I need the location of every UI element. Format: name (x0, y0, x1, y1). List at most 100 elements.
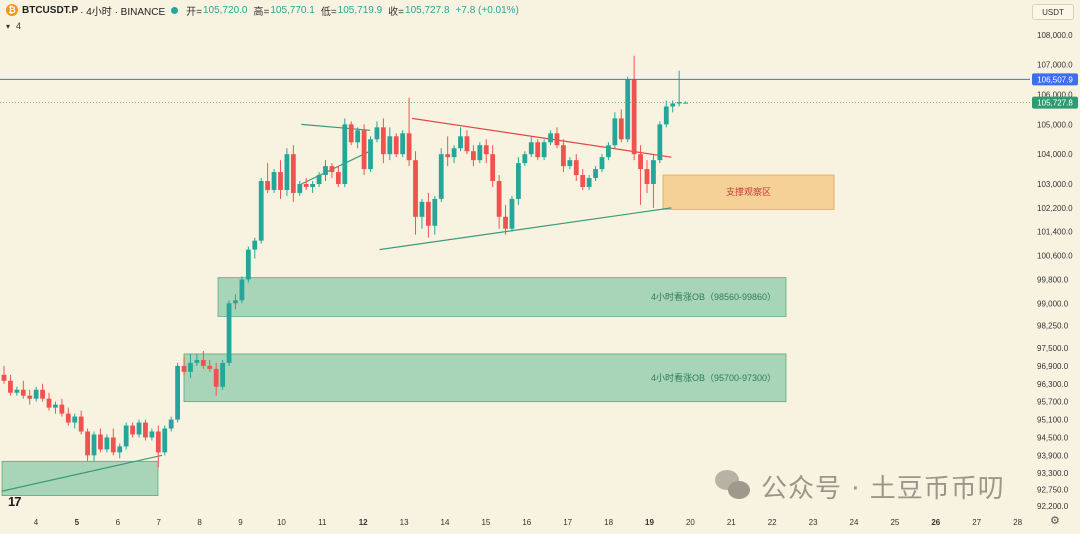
candle-up (548, 133, 553, 143)
candle-down (335, 172, 341, 184)
candle-up (220, 362, 226, 387)
candle-up (477, 145, 483, 161)
chevron-down-icon[interactable]: ▾ (6, 21, 11, 31)
date-tick-label: 12 (359, 518, 368, 527)
price-tick-label: 105,000.0 (1037, 120, 1073, 129)
candle-down (265, 181, 271, 190)
price-tick-label: 94,500.0 (1037, 433, 1069, 442)
open-label: 开= (186, 6, 202, 18)
candle-up (297, 184, 303, 193)
resistance-price-label: 106,507.9 (1037, 75, 1073, 84)
candle-down (110, 437, 116, 453)
date-tick-label: 24 (850, 518, 859, 527)
price-tick-label: 93,300.0 (1037, 469, 1069, 478)
candle-up (72, 416, 78, 423)
date-tick-label: 10 (277, 518, 286, 527)
indicators-toggle[interactable]: ▾ 4 (6, 20, 21, 32)
symbol-header: ₿ BTCUSDT.P · 4小时 · BINANCE 开= 105,720.0… (0, 0, 525, 20)
candle-down (361, 130, 367, 170)
time-axis[interactable]: 4 5 6 7 8 9 10 11 12 13 14 15 16 17 18 19 20 21 22 23 24 25 26… (34, 518, 1023, 527)
date-tick-label: 13 (400, 518, 409, 527)
date-tick-label: 7 (156, 518, 161, 527)
low-label: 低= (320, 6, 337, 18)
candle-up (91, 434, 97, 456)
candle-down (503, 216, 508, 229)
candle-down (425, 201, 431, 226)
candle-up (14, 389, 20, 393)
symbol-name[interactable]: BTCUSDT.P (22, 4, 79, 16)
candle-up (651, 160, 656, 184)
price-tick-label: 98,250.0 (1037, 322, 1069, 331)
candle-down (130, 425, 135, 435)
open-value: 105,720.0 (202, 4, 248, 16)
ob-zone-label: 4小时看涨OB（98560-99860） (651, 291, 776, 302)
candle-up (123, 425, 129, 447)
candles-layer (1, 55, 688, 468)
date-tick-label: 23 (809, 518, 818, 527)
trendline (379, 207, 672, 251)
price-tick-label: 101,400.0 (1037, 228, 1073, 237)
date-tick-label: 27 (972, 518, 981, 527)
candle-up (612, 118, 618, 146)
candle-up (175, 365, 181, 420)
candle-up (670, 103, 676, 107)
date-tick-label: 22 (768, 518, 777, 527)
candle-down (644, 169, 650, 184)
tradingview-logo-icon[interactable]: 17 (8, 494, 22, 509)
candle-up (284, 154, 290, 190)
candle-up (432, 198, 438, 226)
indicator-count: 4 (16, 21, 22, 31)
last-price-badge (1032, 96, 1078, 109)
close-label: 收= (388, 6, 405, 18)
resistance-price-badge (1032, 73, 1078, 86)
price-tick-label: 93,900.0 (1037, 451, 1069, 460)
candle-down (303, 184, 309, 187)
bullish-ob-zone (1, 460, 159, 496)
settings-gear-icon[interactable]: ⚙ (1050, 515, 1060, 527)
date-tick-label: 18 (604, 518, 613, 527)
candle-up (316, 175, 322, 184)
candle-down (445, 154, 451, 158)
candle-down (181, 365, 187, 372)
candle-up (528, 142, 534, 155)
candle-down (207, 365, 213, 369)
candle-up (509, 198, 515, 229)
price-axis[interactable]: 108,000.0 107,000.0 106,000.0 105,000.0 104,… (1032, 31, 1078, 511)
date-tick-label: 17 (563, 518, 572, 527)
high-label: 高= (253, 6, 270, 18)
candle-down (496, 181, 502, 217)
price-tick-label: 103,000.0 (1037, 180, 1073, 189)
date-tick-label: 15 (481, 518, 490, 527)
candle-down (483, 145, 489, 155)
date-tick-label: 20 (686, 518, 695, 527)
wechat-icon (715, 470, 753, 502)
watermark: 公众号 · 土豆币币叨 (715, 467, 1005, 505)
trendline (411, 117, 672, 158)
candle-up (419, 201, 425, 217)
date-tick-label: 11 (318, 518, 327, 527)
candle-up (33, 389, 39, 399)
price-tick-label: 106,000.0 (1037, 91, 1073, 100)
candle-down (278, 172, 283, 190)
interval-exchange[interactable]: · 4小时 · BINANCE (80, 6, 166, 18)
market-open-dot-icon (171, 6, 179, 14)
candle-up (53, 404, 58, 408)
candle-up (226, 303, 232, 363)
trendline (301, 150, 371, 185)
candle-up (245, 249, 251, 280)
candle-up (387, 136, 393, 155)
candle-down (380, 127, 386, 155)
price-tick-label: 96,900.0 (1037, 362, 1069, 371)
candle-up (258, 181, 264, 241)
currency-button[interactable]: USDT (1032, 4, 1074, 20)
date-tick-label: 25 (890, 518, 899, 527)
candle-down (535, 142, 541, 158)
price-tick-label: 99,800.0 (1037, 275, 1069, 284)
candle-up (400, 133, 406, 155)
candle-down (200, 359, 206, 366)
price-tick-label: 99,000.0 (1037, 299, 1069, 308)
price-tick-label: 102,200.0 (1037, 204, 1073, 213)
date-tick-label: 28 (1013, 518, 1022, 527)
